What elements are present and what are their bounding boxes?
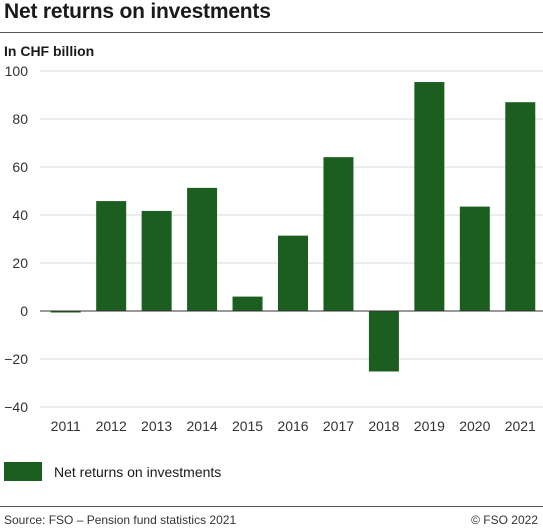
bar (414, 82, 445, 311)
bar (368, 311, 399, 372)
bar (96, 201, 127, 311)
y-tick-label: 80 (12, 111, 28, 127)
x-tick-label: 2021 (505, 418, 536, 434)
bar (50, 311, 81, 313)
legend-label: Net returns on investments (54, 463, 222, 480)
y-tick-label: −40 (4, 399, 28, 415)
source-note: Source: FSO – Pension fund statistics 20… (4, 513, 237, 527)
legend-swatch (4, 462, 42, 481)
bar (141, 210, 172, 311)
x-tick-label: 2018 (368, 418, 399, 434)
x-tick-label: 2020 (459, 418, 490, 434)
x-tick-label: 2014 (187, 418, 218, 434)
x-tick-label: 2012 (96, 418, 127, 434)
legend: Net returns on investments (4, 462, 221, 481)
x-tick-label: 2017 (323, 418, 354, 434)
x-tick-label: 2011 (51, 418, 81, 434)
bar (323, 157, 354, 311)
bar (187, 187, 218, 311)
y-tick-label: 40 (12, 207, 28, 223)
x-tick-label: 2015 (232, 418, 263, 434)
y-tick-label: 20 (12, 255, 28, 271)
bar (278, 235, 308, 311)
x-tick-label: 2019 (414, 418, 445, 434)
unit-label: In CHF billion (4, 43, 95, 59)
y-tick-label: 100 (5, 63, 29, 79)
copyright-note: © FSO 2022 (471, 513, 538, 527)
bar (232, 296, 263, 311)
bar (505, 102, 536, 311)
y-tick-label: 60 (12, 159, 28, 175)
x-tick-label: 2013 (141, 418, 172, 434)
title-rule (0, 32, 543, 33)
x-tick-label: 2016 (277, 418, 308, 434)
bar (459, 206, 490, 311)
footer-rule (0, 506, 543, 507)
y-tick-label: 0 (20, 303, 28, 319)
y-tick-label: −20 (4, 351, 28, 367)
chart-title: Net returns on investments (4, 0, 271, 23)
bar-chart: −40 −20 0 20 40 60 80 100 2011 2012 2013 2014 2015 20… (4, 63, 543, 434)
